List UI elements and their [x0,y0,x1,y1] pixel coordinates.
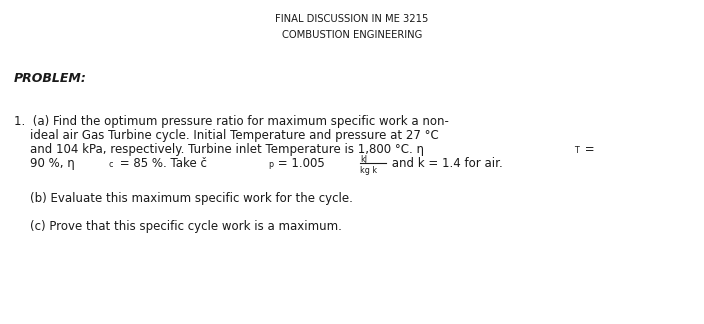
Text: = 85 %. Take č: = 85 %. Take č [116,157,207,170]
Text: PROBLEM:: PROBLEM: [14,72,87,85]
Text: 1.  (a) Find the optimum pressure ratio for maximum specific work a non-: 1. (a) Find the optimum pressure ratio f… [14,115,449,128]
Text: and 104 kPa, respectively. Turbine inlet Temperature is 1,800 °C. η: and 104 kPa, respectively. Turbine inlet… [30,143,424,156]
Text: and k = 1.4 for air.: and k = 1.4 for air. [388,157,503,170]
Text: c: c [109,160,113,169]
Text: (c) Prove that this specific cycle work is a maximum.: (c) Prove that this specific cycle work … [30,220,342,233]
Text: p: p [268,160,273,169]
Text: ideal air Gas Turbine cycle. Initial Temperature and pressure at 27 °C: ideal air Gas Turbine cycle. Initial Tem… [30,129,439,142]
Text: = 1.005: = 1.005 [274,157,329,170]
Text: kg k: kg k [360,166,377,175]
Text: T: T [574,146,579,155]
Text: 90 %, η: 90 %, η [30,157,75,170]
Text: (b) Evaluate this maximum specific work for the cycle.: (b) Evaluate this maximum specific work … [30,192,353,205]
Text: COMBUSTION ENGINEERING: COMBUSTION ENGINEERING [282,30,422,40]
Text: kJ: kJ [360,155,367,164]
Text: =: = [581,143,595,156]
Text: FINAL DISCUSSION IN ME 3215: FINAL DISCUSSION IN ME 3215 [275,14,429,24]
